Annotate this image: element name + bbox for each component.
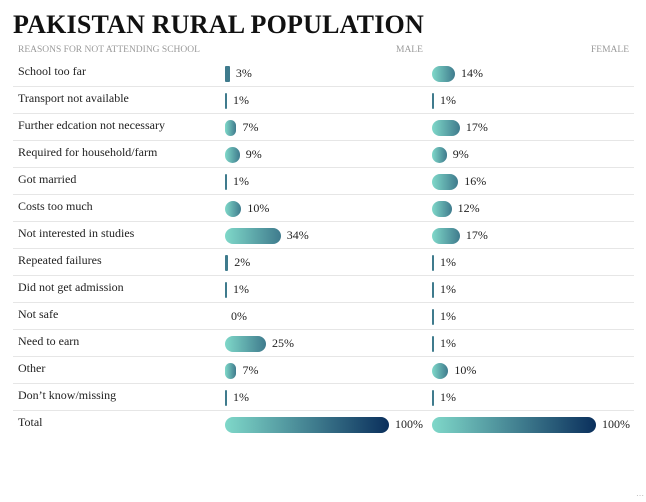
male-bar (225, 228, 281, 244)
male-bar (225, 282, 227, 298)
category-label: Don’t know/missing (18, 388, 117, 402)
chart-row: Need to earn 25% 1% (13, 330, 634, 357)
resize-grip-icon[interactable]: ⋯ (636, 491, 644, 500)
female-value-label: 1% (440, 282, 456, 296)
female-bar (432, 363, 449, 379)
female-value-label: 16% (464, 174, 487, 188)
male-value-label: 9% (245, 147, 262, 161)
female-bar (432, 120, 460, 136)
female-bar (432, 417, 596, 433)
male-value-label: 10% (247, 201, 270, 215)
category-label: Other (18, 361, 46, 375)
chart-row: Got married 1% 16% (13, 168, 634, 195)
male-bar (225, 417, 389, 433)
chart-row: Total 100% 100% (13, 411, 634, 437)
female-value-label: 14% (460, 66, 483, 80)
category-label: Transport not available (18, 91, 129, 105)
category-label: Further edcation not necessary (18, 118, 165, 132)
category-label: Did not get admission (18, 280, 124, 294)
chart-row: Required for household/farm 9% 9% (13, 141, 634, 168)
male-bar (225, 174, 227, 190)
female-bar (432, 147, 447, 163)
category-label: School too far (18, 64, 86, 78)
male-value-label: 25% (272, 336, 294, 350)
male-bar (225, 147, 240, 163)
category-column-header: REASONS FOR NOT ATTENDING SCHOOL (18, 45, 200, 55)
chart-row: Further edcation not necessary 7% 17% (13, 114, 634, 141)
female-bar (432, 228, 460, 244)
female-value-label: 10% (454, 363, 477, 377)
male-value-label: 1% (233, 390, 249, 404)
female-value-label: 1% (440, 390, 456, 404)
male-value-label: 2% (234, 255, 251, 269)
chart-row: Transport not available 1% 1% (13, 87, 634, 114)
female-value-label: 17% (465, 228, 488, 242)
male-bar (225, 201, 242, 217)
chart-row: Other 7% 10% (13, 357, 634, 384)
male-value-label: 1% (233, 174, 249, 188)
female-bar (432, 336, 434, 352)
male-value-label: 3% (235, 66, 252, 80)
male-value-label: 1% (233, 93, 249, 107)
male-value-label: 7% (242, 120, 259, 134)
category-label: Not interested in studies (18, 226, 135, 240)
category-label: Total (18, 415, 43, 429)
female-bar (432, 93, 434, 109)
male-bar (225, 66, 230, 82)
chart-row: Don’t know/missing 1% 1% (13, 384, 634, 411)
category-label: Not safe (18, 307, 59, 321)
female-value-label: 1% (440, 336, 456, 350)
female-bar (432, 174, 459, 190)
chart-row: Repeated failures 2% 1% (13, 249, 634, 276)
female-value-label: 100% (602, 417, 630, 431)
female-value-label: 1% (440, 93, 456, 107)
female-bar (432, 66, 455, 82)
chart-row: Did not get admission 1% 1% (13, 276, 634, 303)
chart-row: Not safe 0% 1% (13, 303, 634, 330)
male-bar (225, 336, 266, 352)
category-label: Costs too much (18, 199, 93, 213)
category-label: Repeated failures (18, 253, 102, 267)
male-bar (225, 255, 229, 271)
female-bar (432, 309, 434, 325)
male-bar (225, 390, 227, 406)
female-value-label: 12% (457, 201, 480, 215)
female-bar (432, 255, 434, 271)
category-label: Required for household/farm (18, 145, 158, 159)
category-label: Need to earn (18, 334, 80, 348)
male-bar (225, 363, 237, 379)
male-value-label: 0% (231, 309, 247, 323)
category-label: Got married (18, 172, 77, 186)
female-bar (432, 390, 434, 406)
female-value-label: 17% (465, 120, 488, 134)
female-bar (432, 201, 452, 217)
female-column-header: FEMALE (591, 45, 629, 55)
chart-row: Costs too much 10% 12% (13, 195, 634, 222)
male-bar (225, 120, 237, 136)
male-value-label: 34% (286, 228, 309, 242)
male-bar (225, 93, 227, 109)
chart-row: Not interested in studies 34% 17% (13, 222, 634, 249)
male-column-header: MALE (396, 45, 423, 55)
male-value-label: 7% (242, 363, 259, 377)
female-value-label: 1% (440, 309, 456, 323)
female-value-label: 9% (452, 147, 469, 161)
male-value-label: 1% (233, 282, 249, 296)
female-bar (432, 282, 434, 298)
female-value-label: 1% (440, 255, 456, 269)
chart-rows: School too far 3% 14% Transport not availab… (13, 60, 634, 437)
page-title: PAKISTAN RURAL POPULATION (13, 10, 424, 39)
chart-row: School too far 3% 14% (13, 60, 634, 87)
male-value-label: 100% (395, 417, 423, 431)
